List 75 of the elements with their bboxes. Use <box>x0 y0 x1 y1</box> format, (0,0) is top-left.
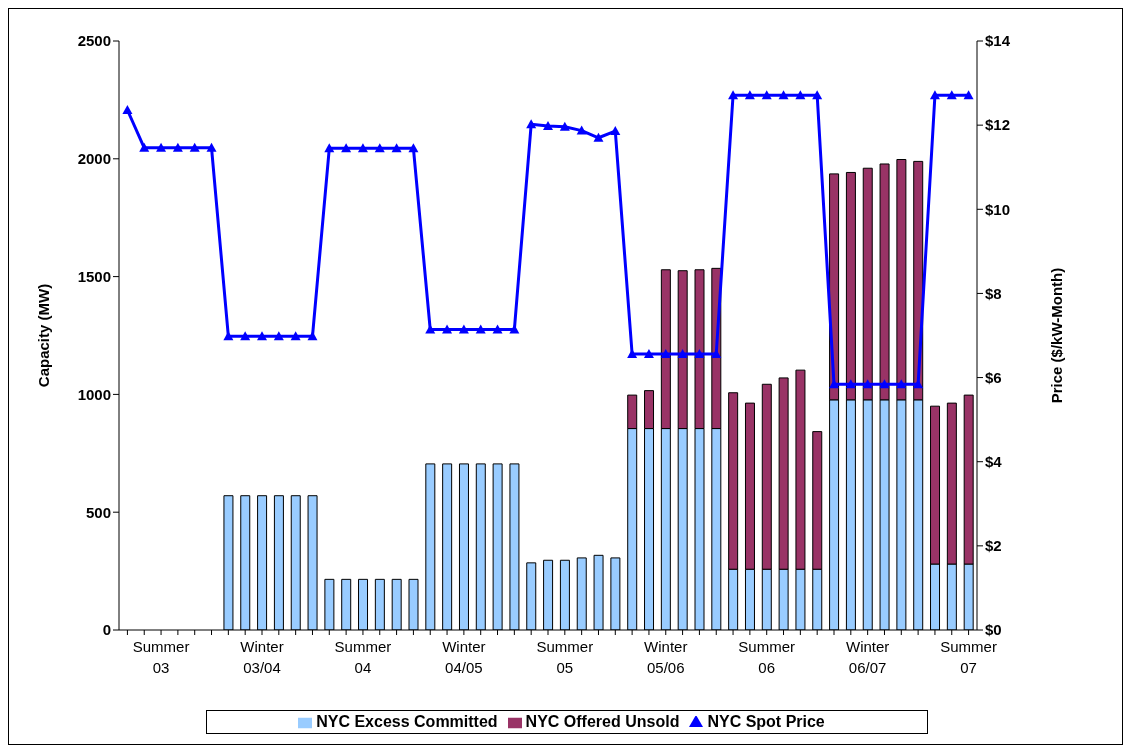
point <box>223 331 234 341</box>
point <box>357 143 368 153</box>
point <box>963 90 974 100</box>
point <box>543 120 553 130</box>
point <box>526 119 537 129</box>
x-tick-label: Winter 05/06 <box>644 638 688 676</box>
x-tick-label: Summer 07 <box>940 638 997 676</box>
point <box>728 90 739 100</box>
x-tick-label: Summer 06 <box>738 638 796 676</box>
point <box>206 142 217 152</box>
point <box>576 125 587 135</box>
point <box>290 331 301 341</box>
y2-tick-label: $10 <box>985 200 1011 218</box>
y2-tick-label: $0 <box>985 621 1002 639</box>
y-tick-label: 0 <box>102 621 111 639</box>
x-tick-label: Summer 03 <box>132 638 190 676</box>
point <box>475 324 486 334</box>
point <box>593 132 604 142</box>
point <box>442 324 453 334</box>
point <box>559 121 570 131</box>
x-tick-label: Summer 05 <box>536 638 594 676</box>
legend-label: NYC Excess Committed <box>316 713 498 730</box>
y-tick-label: 500 <box>85 503 111 521</box>
x-tick-label: Winter 03/04 <box>240 638 284 676</box>
point <box>610 126 621 136</box>
point <box>139 142 150 152</box>
point <box>778 90 789 100</box>
y2-tick-label: $2 <box>985 537 1002 555</box>
point <box>189 142 200 152</box>
point <box>156 142 167 152</box>
point <box>896 379 907 389</box>
point <box>324 143 335 153</box>
point <box>273 331 284 341</box>
y-tick-label: 2000 <box>77 150 111 168</box>
point <box>812 90 823 100</box>
point <box>643 349 654 359</box>
point <box>929 90 940 100</box>
point <box>677 349 688 359</box>
point <box>660 349 671 359</box>
y2-tick-label: $6 <box>985 368 1002 386</box>
x-tick-label: Summer 04 <box>334 638 392 676</box>
y-axis-title: Capacity (MW) <box>35 283 53 388</box>
x-tick-label: Winter 06/07 <box>845 638 890 676</box>
point <box>458 324 469 334</box>
y-tick-label: 2500 <box>77 32 111 50</box>
point <box>257 331 267 341</box>
point <box>391 143 402 153</box>
point <box>408 143 419 153</box>
y2-tick-label: $8 <box>985 284 1002 302</box>
point <box>341 143 352 153</box>
point <box>374 143 385 153</box>
point <box>879 379 890 389</box>
point <box>172 142 183 152</box>
point <box>509 324 520 334</box>
y2-tick-label: $4 <box>985 453 1003 471</box>
point <box>240 331 251 341</box>
point <box>307 331 318 341</box>
point <box>744 90 755 100</box>
y2-tick-label: $12 <box>985 116 1011 134</box>
y2-axis-title: Price ($/kW-Month) <box>1048 267 1066 404</box>
x-tick-label: Winter 04/05 <box>442 638 486 676</box>
point <box>492 324 503 334</box>
point <box>122 105 133 114</box>
legend-label: NYC Spot Price <box>707 713 825 730</box>
y-tick-label: 1000 <box>77 385 111 403</box>
point <box>627 349 638 359</box>
y2-tick-label: $14 <box>985 32 1011 50</box>
point <box>694 349 705 359</box>
point <box>761 90 772 100</box>
point <box>862 379 873 389</box>
y-tick-label: 1500 <box>77 267 111 285</box>
legend-label: NYC Offered Unsold <box>525 713 680 730</box>
point <box>845 379 856 389</box>
point <box>946 90 957 100</box>
point <box>795 90 806 100</box>
